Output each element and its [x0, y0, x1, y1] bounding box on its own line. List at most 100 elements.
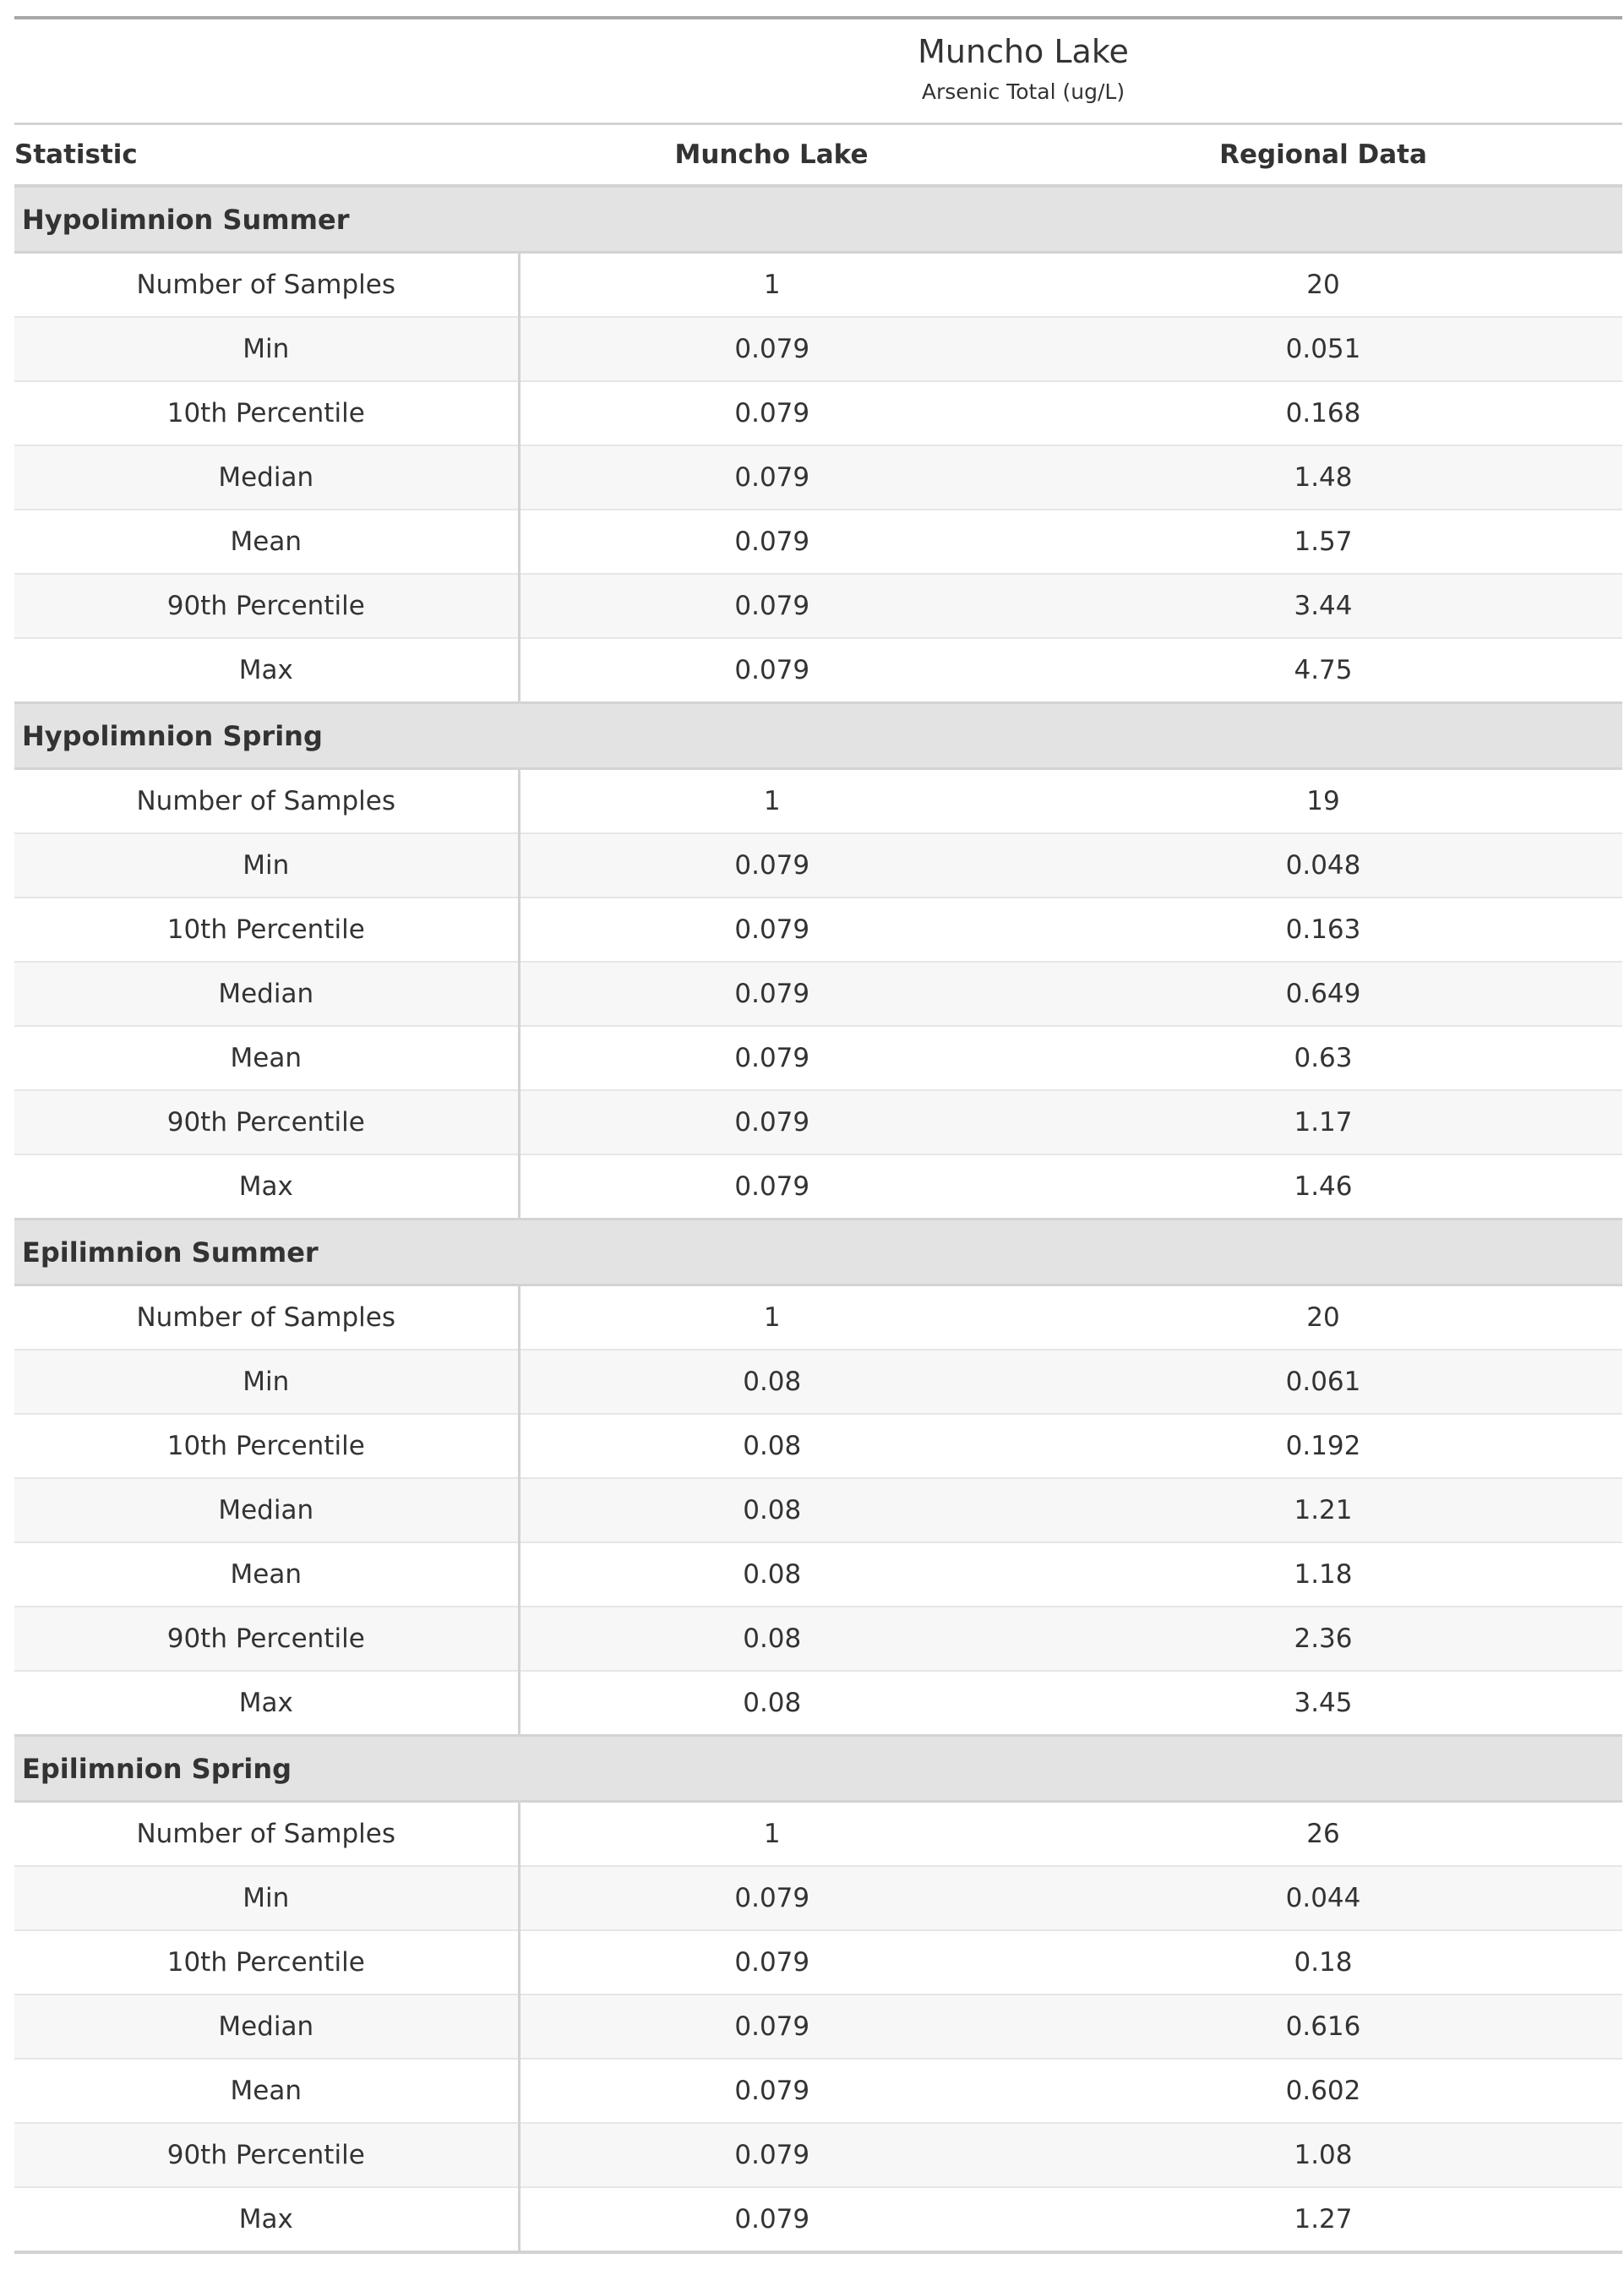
group-header-label: Hypolimnion Spring: [14, 701, 1622, 770]
table-row: 10th Percentile 0.079 0.168: [14, 381, 1622, 446]
statistic-cell: Median: [14, 445, 520, 510]
lake-value-cell: 0.08: [519, 1671, 1024, 1737]
lake-value-cell: 0.079: [519, 638, 1024, 704]
lake-value-cell: 0.08: [519, 1607, 1024, 1672]
column-header-statistic: Statistic: [14, 123, 519, 188]
regional-value-cell: 0.168: [1024, 381, 1622, 446]
regional-value-cell: 1.08: [1024, 2123, 1622, 2188]
regional-value-cell: 0.061: [1024, 1350, 1622, 1415]
statistic-cell: Min: [14, 1350, 520, 1415]
group-header-row: Epilimnion Summer: [14, 1218, 1622, 1286]
table-row: 90th Percentile 0.079 3.44: [14, 574, 1622, 639]
statistic-cell: Max: [14, 638, 520, 704]
statistic-cell: Median: [14, 1994, 520, 2060]
regional-value-cell: 0.602: [1024, 2059, 1622, 2124]
table-title: Muncho Lake: [918, 33, 1129, 70]
statistic-cell: Number of Samples: [14, 252, 520, 318]
table-row: Median 0.079 0.616: [14, 1994, 1622, 2060]
lake-value-cell: 0.079: [519, 962, 1024, 1027]
lake-value-cell: 0.079: [519, 1930, 1024, 1995]
table-row: Min 0.079 0.051: [14, 317, 1622, 382]
regional-value-cell: 19: [1024, 768, 1622, 834]
lake-value-cell: 0.079: [519, 1994, 1024, 2060]
table-row: 90th Percentile 0.079 1.08: [14, 2123, 1622, 2188]
lake-value-cell: 0.08: [519, 1350, 1024, 1415]
regional-value-cell: 0.048: [1024, 833, 1622, 898]
table-row: Number of Samples 1 20: [14, 1285, 1622, 1351]
stats-table-container: Muncho Lake Arsenic Total (ug/L) Statist…: [14, 16, 1622, 2254]
regional-value-cell: 0.18: [1024, 1930, 1622, 1995]
regional-value-cell: 1.57: [1024, 510, 1622, 575]
regional-value-cell: 20: [1024, 252, 1622, 318]
table-row: Min 0.079 0.048: [14, 833, 1622, 898]
lake-value-cell: 1: [519, 1801, 1024, 1867]
statistic-cell: 10th Percentile: [14, 1414, 520, 1479]
regional-value-cell: 2.36: [1024, 1607, 1622, 1672]
table-row: 10th Percentile 0.08 0.192: [14, 1414, 1622, 1479]
lake-value-cell: 0.08: [519, 1542, 1024, 1607]
table-row: Median 0.08 1.21: [14, 1478, 1622, 1543]
group-header-label: Hypolimnion Summer: [14, 184, 1622, 254]
table-row: 90th Percentile 0.08 2.36: [14, 1607, 1622, 1672]
regional-value-cell: 0.192: [1024, 1414, 1622, 1479]
table-row: Number of Samples 1 20: [14, 252, 1622, 318]
lake-value-cell: 0.079: [519, 381, 1024, 446]
statistic-cell: Max: [14, 1154, 520, 1220]
statistic-cell: Max: [14, 2187, 520, 2254]
statistic-cell: Mean: [14, 510, 520, 575]
table-row: Max 0.08 3.45: [14, 1671, 1622, 1737]
lake-value-cell: 1: [519, 768, 1024, 834]
table-row: 10th Percentile 0.079 0.163: [14, 898, 1622, 963]
table-row: Min 0.079 0.044: [14, 1866, 1622, 1931]
regional-value-cell: 0.616: [1024, 1994, 1622, 2060]
statistic-cell: 90th Percentile: [14, 574, 520, 639]
regional-value-cell: 1.27: [1024, 2187, 1622, 2254]
table-row: Max 0.079 4.75: [14, 638, 1622, 704]
lake-value-cell: 0.079: [519, 2123, 1024, 2188]
statistic-cell: Mean: [14, 1026, 520, 1091]
table-row: Max 0.079 1.46: [14, 1154, 1622, 1220]
column-header-lake: Muncho Lake: [519, 123, 1024, 188]
lake-value-cell: 1: [519, 1285, 1024, 1351]
table-body: Hypolimnion Summer Number of Samples 1 20 Mi…: [14, 184, 1622, 2254]
table-row: 90th Percentile 0.079 1.17: [14, 1090, 1622, 1155]
regional-value-cell: 1.48: [1024, 445, 1622, 510]
lake-value-cell: 0.079: [519, 510, 1024, 575]
statistic-cell: Min: [14, 317, 520, 382]
statistic-cell: 90th Percentile: [14, 1090, 520, 1155]
statistic-cell: Median: [14, 962, 520, 1027]
table-row: Median 0.079 1.48: [14, 445, 1622, 510]
table-row: Number of Samples 1 26: [14, 1801, 1622, 1867]
regional-value-cell: 0.044: [1024, 1866, 1622, 1931]
lake-value-cell: 0.079: [519, 1866, 1024, 1931]
lake-value-cell: 0.08: [519, 1414, 1024, 1479]
group-header-row: Hypolimnion Summer: [14, 184, 1622, 254]
lake-value-cell: 0.079: [519, 898, 1024, 963]
group-header-label: Epilimnion Spring: [14, 1734, 1622, 1803]
table-row: 10th Percentile 0.079 0.18: [14, 1930, 1622, 1995]
regional-value-cell: 1.18: [1024, 1542, 1622, 1607]
statistic-cell: Number of Samples: [14, 768, 520, 834]
lake-value-cell: 0.079: [519, 1026, 1024, 1091]
regional-value-cell: 0.649: [1024, 962, 1622, 1027]
regional-value-cell: 1.21: [1024, 1478, 1622, 1543]
table-row: Mean 0.079 0.602: [14, 2059, 1622, 2124]
statistic-cell: Number of Samples: [14, 1801, 520, 1867]
statistic-cell: Median: [14, 1478, 520, 1543]
regional-value-cell: 0.63: [1024, 1026, 1622, 1091]
regional-value-cell: 0.051: [1024, 317, 1622, 382]
statistic-cell: 90th Percentile: [14, 1607, 520, 1672]
table-row: Mean 0.079 0.63: [14, 1026, 1622, 1091]
group-header-label: Epilimnion Summer: [14, 1218, 1622, 1286]
regional-value-cell: 1.17: [1024, 1090, 1622, 1155]
statistic-cell: Number of Samples: [14, 1285, 520, 1351]
regional-value-cell: 26: [1024, 1801, 1622, 1867]
lake-value-cell: 0.079: [519, 2187, 1024, 2254]
lake-value-cell: 0.079: [519, 445, 1024, 510]
lake-value-cell: 0.08: [519, 1478, 1024, 1543]
group-header-row: Hypolimnion Spring: [14, 701, 1622, 770]
table-subtitle: Arsenic Total (ug/L): [921, 79, 1125, 104]
table-row: Median 0.079 0.649: [14, 962, 1622, 1027]
table-title-row: Muncho Lake Arsenic Total (ug/L): [14, 16, 1622, 125]
statistic-cell: 10th Percentile: [14, 381, 520, 446]
